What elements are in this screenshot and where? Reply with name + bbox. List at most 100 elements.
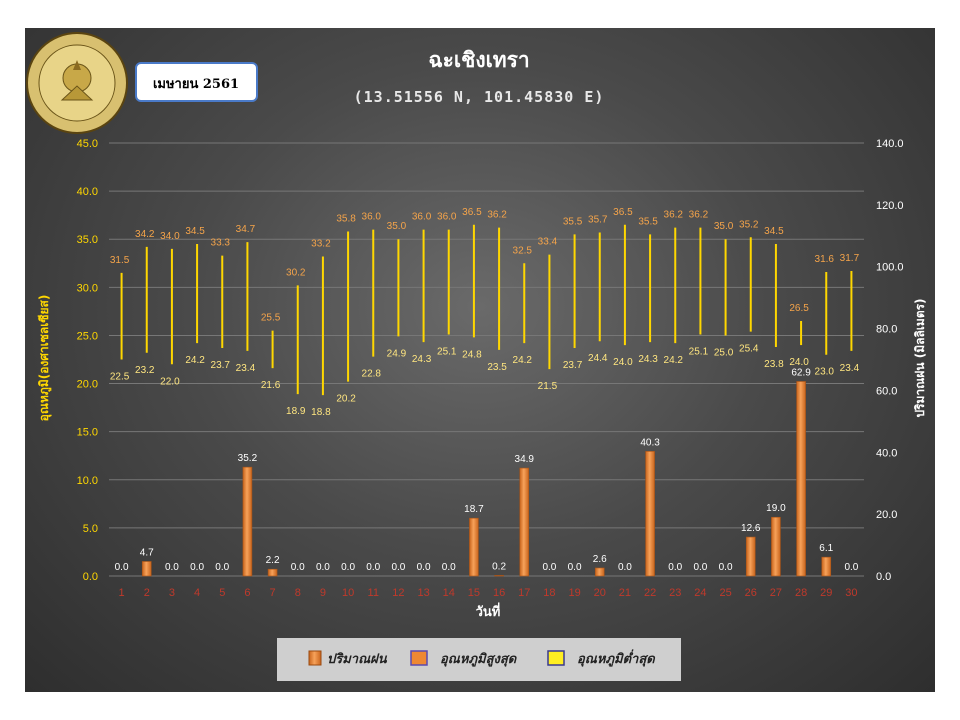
rain-value-label: 0.0 <box>215 562 229 573</box>
high-temp-label: 34.5 <box>764 226 784 237</box>
x-tick-label: 5 <box>219 587 225 599</box>
high-temp-label: 35.5 <box>638 216 658 227</box>
x-tick-label: 26 <box>745 587 757 599</box>
rain-bar <box>594 567 605 577</box>
x-tick-label: 2 <box>144 587 150 599</box>
high-temp-label: 31.6 <box>815 254 835 265</box>
x-tick-label: 13 <box>417 587 429 599</box>
low-temp-label: 24.8 <box>462 349 482 360</box>
rain-value-label: 18.7 <box>464 504 484 515</box>
legend-rain-label: ปริมาณฝน <box>327 652 388 667</box>
rain-value-label: 62.9 <box>791 367 811 378</box>
x-tick-label: 15 <box>468 587 480 599</box>
high-temp-label: 31.5 <box>110 255 130 266</box>
rain-bar <box>242 466 253 577</box>
right-tick-label: 140.0 <box>876 138 904 150</box>
x-tick-label: 9 <box>320 587 326 599</box>
high-temp-label: 36.2 <box>689 210 709 221</box>
low-temp-label: 22.8 <box>362 369 382 380</box>
x-tick-label: 14 <box>443 587 455 599</box>
left-tick-label: 40.0 <box>77 186 98 198</box>
rain-value-label: 0.2 <box>492 561 506 572</box>
high-temp-label: 26.5 <box>789 303 809 314</box>
low-temp-label: 23.4 <box>236 363 256 374</box>
rain-value-label: 0.0 <box>417 562 431 573</box>
legend: ปริมาณฝน อุณหภูมิสูงสุด อุณหภูมิต่ำสุด <box>277 638 681 681</box>
x-tick-label: 10 <box>342 587 354 599</box>
rain-value-label: 4.7 <box>140 547 154 558</box>
chart-title: ฉะเชิงเทรา <box>428 48 529 72</box>
high-temp-label: 35.8 <box>336 214 356 225</box>
x-tick-label: 20 <box>594 587 606 599</box>
rain-value-label: 35.2 <box>238 453 258 464</box>
high-temp-label: 35.7 <box>588 214 608 225</box>
high-temp-label: 34.7 <box>236 224 256 235</box>
high-temp-label: 36.5 <box>613 207 633 218</box>
gridlines <box>109 142 864 577</box>
rain-value-label: 40.3 <box>640 437 660 448</box>
rain-value-label: 0.0 <box>568 562 582 573</box>
rain-bar <box>821 556 832 577</box>
x-tick-label: 22 <box>644 587 656 599</box>
x-tick-label: 25 <box>719 587 731 599</box>
data-labels: 0.0 31.5 22.5 4.7 34.2 23.2 0.0 34.0 22.0 0.0 34.5… <box>110 207 860 573</box>
high-temp-label: 35.0 <box>714 221 734 232</box>
high-temp-label: 36.5 <box>462 207 482 218</box>
right-tick-label: 120.0 <box>876 200 904 212</box>
low-temp-label: 25.4 <box>739 344 759 355</box>
x-axis-title: วันที่ <box>476 602 501 620</box>
low-temp-label: 23.8 <box>764 359 784 370</box>
rain-value-label: 0.0 <box>618 562 632 573</box>
x-tick-label: 3 <box>169 587 175 599</box>
x-tick-label: 12 <box>392 587 404 599</box>
high-temp-label: 36.2 <box>664 210 684 221</box>
low-temp-label: 23.7 <box>563 360 583 371</box>
high-temp-label: 36.0 <box>412 212 432 223</box>
x-tick-label: 4 <box>194 587 200 599</box>
x-tick-label: 29 <box>820 587 832 599</box>
right-tick-label: 20.0 <box>876 509 897 521</box>
left-tick-label: 25.0 <box>77 330 98 342</box>
rain-value-label: 0.0 <box>165 562 179 573</box>
low-temp-label: 20.2 <box>336 394 356 405</box>
high-temp-label: 33.3 <box>211 238 231 249</box>
low-temp-label: 23.0 <box>815 367 835 378</box>
x-tick-label: 7 <box>270 587 276 599</box>
right-axis-title: ปริมาณฝน (มิลลิเมตร) <box>913 298 927 417</box>
left-tick-label: 35.0 <box>77 234 98 246</box>
right-tick-label: 100.0 <box>876 262 904 274</box>
low-temp-label: 24.0 <box>789 357 809 368</box>
rain-value-label: 0.0 <box>844 562 858 573</box>
left-tick-label: 0.0 <box>83 571 98 583</box>
x-tick-label: 23 <box>669 587 681 599</box>
rain-bar <box>267 568 278 577</box>
legend-low-swatch <box>547 650 565 666</box>
high-temp-label: 33.2 <box>311 239 331 250</box>
low-temp-label: 25.1 <box>437 346 457 357</box>
rain-value-label: 0.0 <box>366 562 380 573</box>
x-tick-label: 1 <box>119 587 125 599</box>
low-temp-label: 25.1 <box>689 346 709 357</box>
high-temp-label: 36.0 <box>362 212 382 223</box>
rain-bar <box>494 575 504 577</box>
rain-value-label: 0.0 <box>190 562 204 573</box>
rain-value-label: 0.0 <box>115 562 129 573</box>
high-temp-label: 36.0 <box>437 212 457 223</box>
low-temp-label: 25.0 <box>714 347 734 358</box>
right-tick-label: 60.0 <box>876 385 897 397</box>
rain-value-label: 2.6 <box>593 554 607 565</box>
rain-value-label: 0.0 <box>542 562 556 573</box>
right-axis-ticks: 0.0 20.0 40.0 60.0 80.0 100.0 120.0 140.0 <box>876 138 904 583</box>
low-temp-label: 24.2 <box>664 355 684 366</box>
low-temp-label: 24.2 <box>513 355 533 366</box>
low-temp-label: 24.2 <box>185 355 205 366</box>
rain-value-label: 34.9 <box>515 454 535 465</box>
low-temp-label: 24.3 <box>638 354 658 365</box>
rain-bar <box>796 381 806 577</box>
legend-item-rain: ปริมาณฝน <box>308 650 388 667</box>
low-temp-label: 23.2 <box>135 365 155 376</box>
legend-rain-swatch <box>308 650 322 666</box>
x-tick-label: 11 <box>368 587 379 599</box>
